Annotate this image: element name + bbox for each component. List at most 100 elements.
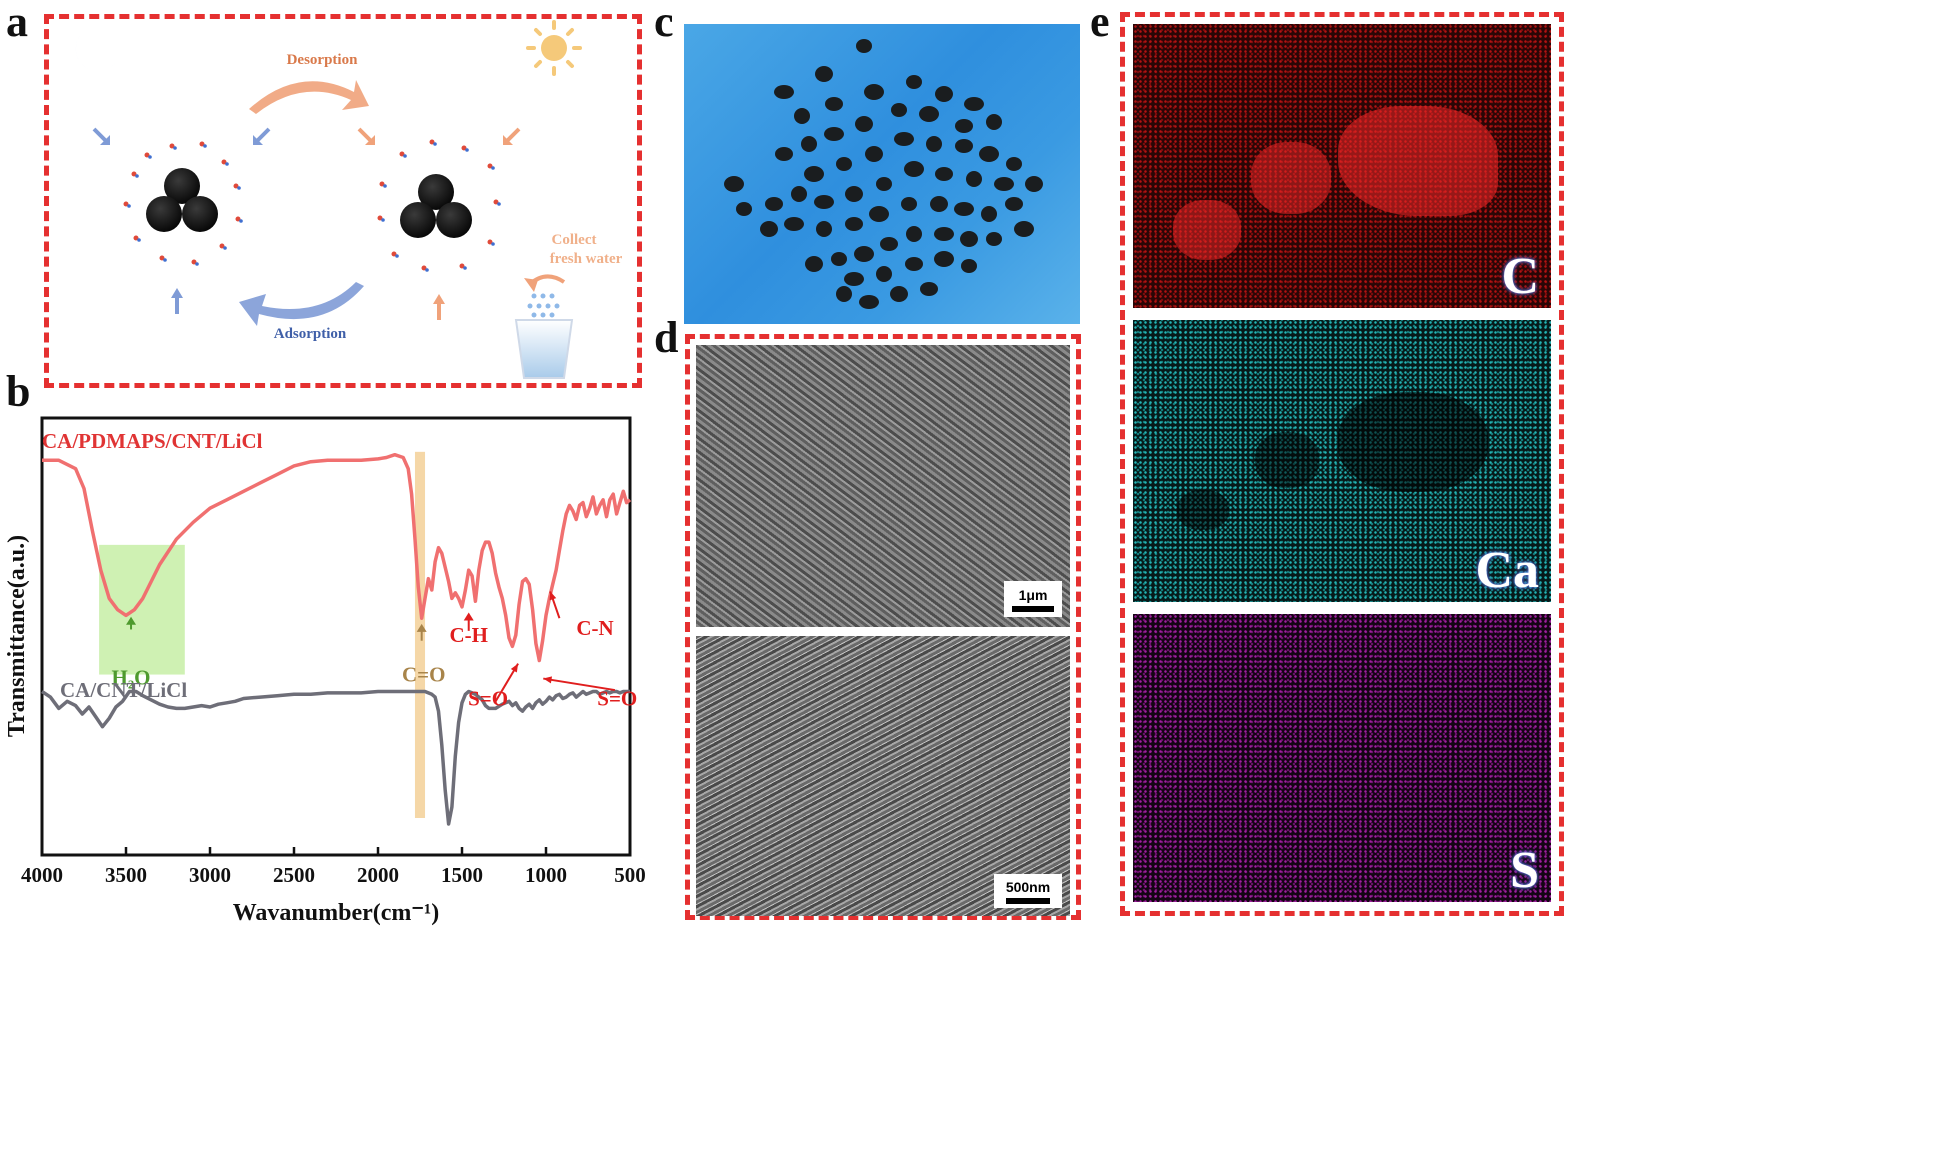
water-droplets-icon (527, 293, 560, 318)
eds-map-sulfur: S (1133, 614, 1551, 902)
bead (859, 295, 879, 309)
annotation-arrow (543, 677, 616, 692)
bead (736, 202, 752, 216)
bead (955, 119, 973, 133)
bead (906, 226, 922, 242)
x-tick-label: 3500 (105, 863, 147, 887)
bead (981, 206, 997, 222)
bead (906, 75, 922, 89)
eds-map-carbon: C (1133, 24, 1551, 308)
eds-frame (1120, 12, 1564, 916)
x-tick-label: 2500 (273, 863, 315, 887)
peak-annotation-2: C=O (402, 663, 445, 687)
bead (855, 116, 873, 132)
bead (905, 257, 923, 271)
x-tick-label: 2000 (357, 863, 399, 887)
water-cup-icon (514, 319, 574, 379)
schematic-frame (44, 14, 642, 388)
bead (876, 266, 892, 282)
bead (844, 272, 864, 286)
bead (805, 256, 823, 272)
peak-annotation-1: H₂O (112, 665, 151, 689)
panel-label-a: a (6, 0, 28, 46)
y-axis-label: Transmittance(a.u.) (4, 535, 30, 737)
bead (891, 103, 907, 117)
x-axis-label: Wavanumber(cm⁻¹) (233, 900, 440, 926)
bead (831, 252, 847, 266)
bead (791, 186, 807, 202)
scale-bar-bottom: 500nm (994, 874, 1062, 908)
bead (890, 286, 908, 302)
panel-label-c: c (654, 0, 674, 46)
element-label-c: C (1501, 248, 1539, 305)
moon-icon (75, 36, 116, 72)
beads-photo (684, 24, 1080, 324)
ftir-chart: 4000 3500 3000 2500 2000 1500 1000 500 H₂O C=O C-… (4, 416, 646, 926)
x-tick-label: 4000 (21, 863, 63, 887)
bead (854, 246, 874, 262)
bead (926, 136, 942, 152)
collect-label: Collect (552, 232, 597, 248)
bead (904, 161, 924, 177)
bead (935, 86, 953, 102)
adsorption-label: Adsorption (274, 326, 347, 342)
bead (955, 139, 973, 153)
bead (1005, 197, 1023, 211)
bead (765, 197, 783, 211)
bead (845, 217, 863, 231)
plot-frame (40, 416, 632, 857)
bead (979, 146, 999, 162)
bead (1014, 221, 1034, 237)
x-tick-label: 1000 (525, 863, 567, 887)
bead (836, 157, 852, 171)
sorbent-beads-left (146, 168, 218, 232)
scale-bar-top: 1μm (1004, 581, 1062, 617)
bead (864, 84, 884, 100)
bead (784, 217, 804, 231)
x-tick-label: 1500 (441, 863, 483, 887)
bead (966, 171, 982, 187)
desorption-label: Desorption (287, 52, 358, 68)
bead (856, 39, 872, 53)
eds-map-calcium: Ca (1133, 320, 1551, 602)
panel-label-b: b (6, 367, 31, 416)
bead (845, 186, 863, 202)
bead (934, 251, 954, 267)
bead (824, 127, 844, 141)
bead (880, 237, 898, 251)
panel-label-d: d (654, 313, 679, 362)
bead (994, 177, 1014, 191)
bead (935, 167, 953, 181)
bead (960, 231, 978, 247)
bead (986, 232, 1002, 246)
bead (1006, 157, 1022, 171)
element-label-ca: Ca (1475, 542, 1539, 599)
bead (865, 146, 883, 162)
bead (724, 176, 744, 192)
highlight-band-1 (99, 544, 185, 675)
series-label-2: CA/CNT/LiCl (60, 678, 187, 702)
fresh-water-label: fresh water (550, 251, 623, 267)
series-line-2 (41, 689, 630, 826)
sorbent-beads-right (400, 174, 472, 238)
bead (815, 66, 833, 82)
bead (954, 202, 974, 216)
bead (825, 97, 843, 111)
bead (775, 147, 793, 161)
series-label-1: CA/PDMAPS/CNT/LiCl (42, 429, 263, 453)
bead (986, 114, 1002, 130)
bead (816, 221, 832, 237)
x-tick-label: 3000 (189, 863, 231, 887)
bead (801, 136, 817, 152)
bead (836, 286, 852, 302)
bead (919, 106, 939, 122)
bead (804, 166, 824, 182)
bead (961, 259, 977, 273)
bead (1025, 176, 1043, 192)
bead (930, 196, 948, 212)
bead (920, 282, 938, 296)
water-harvesting-schematic: Desorption Adsorption Collect fresh wate… (75, 20, 623, 379)
bead (964, 97, 984, 111)
water-molecules (123, 139, 501, 272)
bead (814, 195, 834, 209)
